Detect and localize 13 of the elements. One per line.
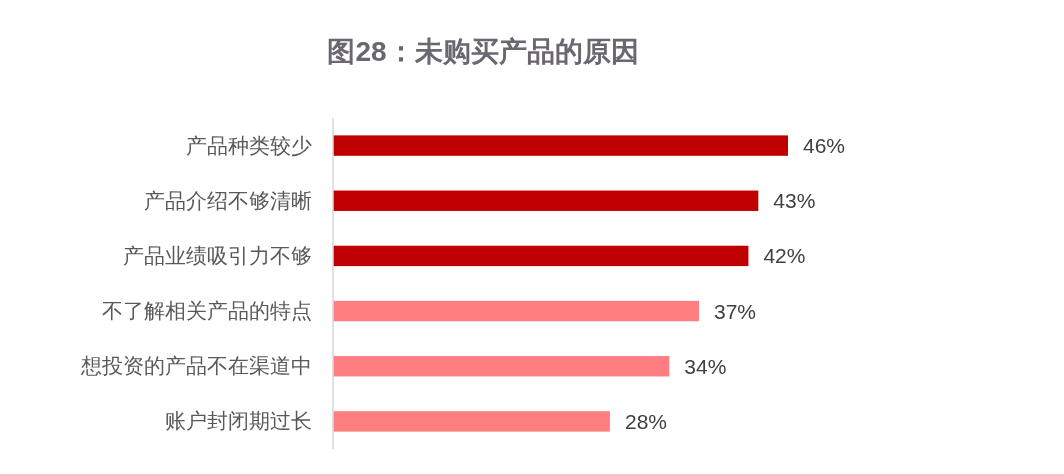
data-label: 34% xyxy=(684,354,727,378)
category-label: 产品介绍不够清晰 xyxy=(144,188,312,212)
data-label: 43% xyxy=(773,189,816,213)
category-label: 产品业绩吸引力不够 xyxy=(123,243,312,267)
data-label: 46% xyxy=(803,134,846,158)
category-label: 账户封闭期过长 xyxy=(165,409,312,433)
data-label: 42% xyxy=(763,244,806,268)
category-label: 想投资的产品不在渠道中 xyxy=(81,354,312,378)
category-label: 产品种类较少 xyxy=(186,133,312,157)
category-label: 不了解相关产品的特点 xyxy=(102,299,312,323)
data-label: 28% xyxy=(624,409,667,433)
data-label: 37% xyxy=(714,299,756,323)
title: 图28：未购买产品的原因 xyxy=(327,36,639,67)
